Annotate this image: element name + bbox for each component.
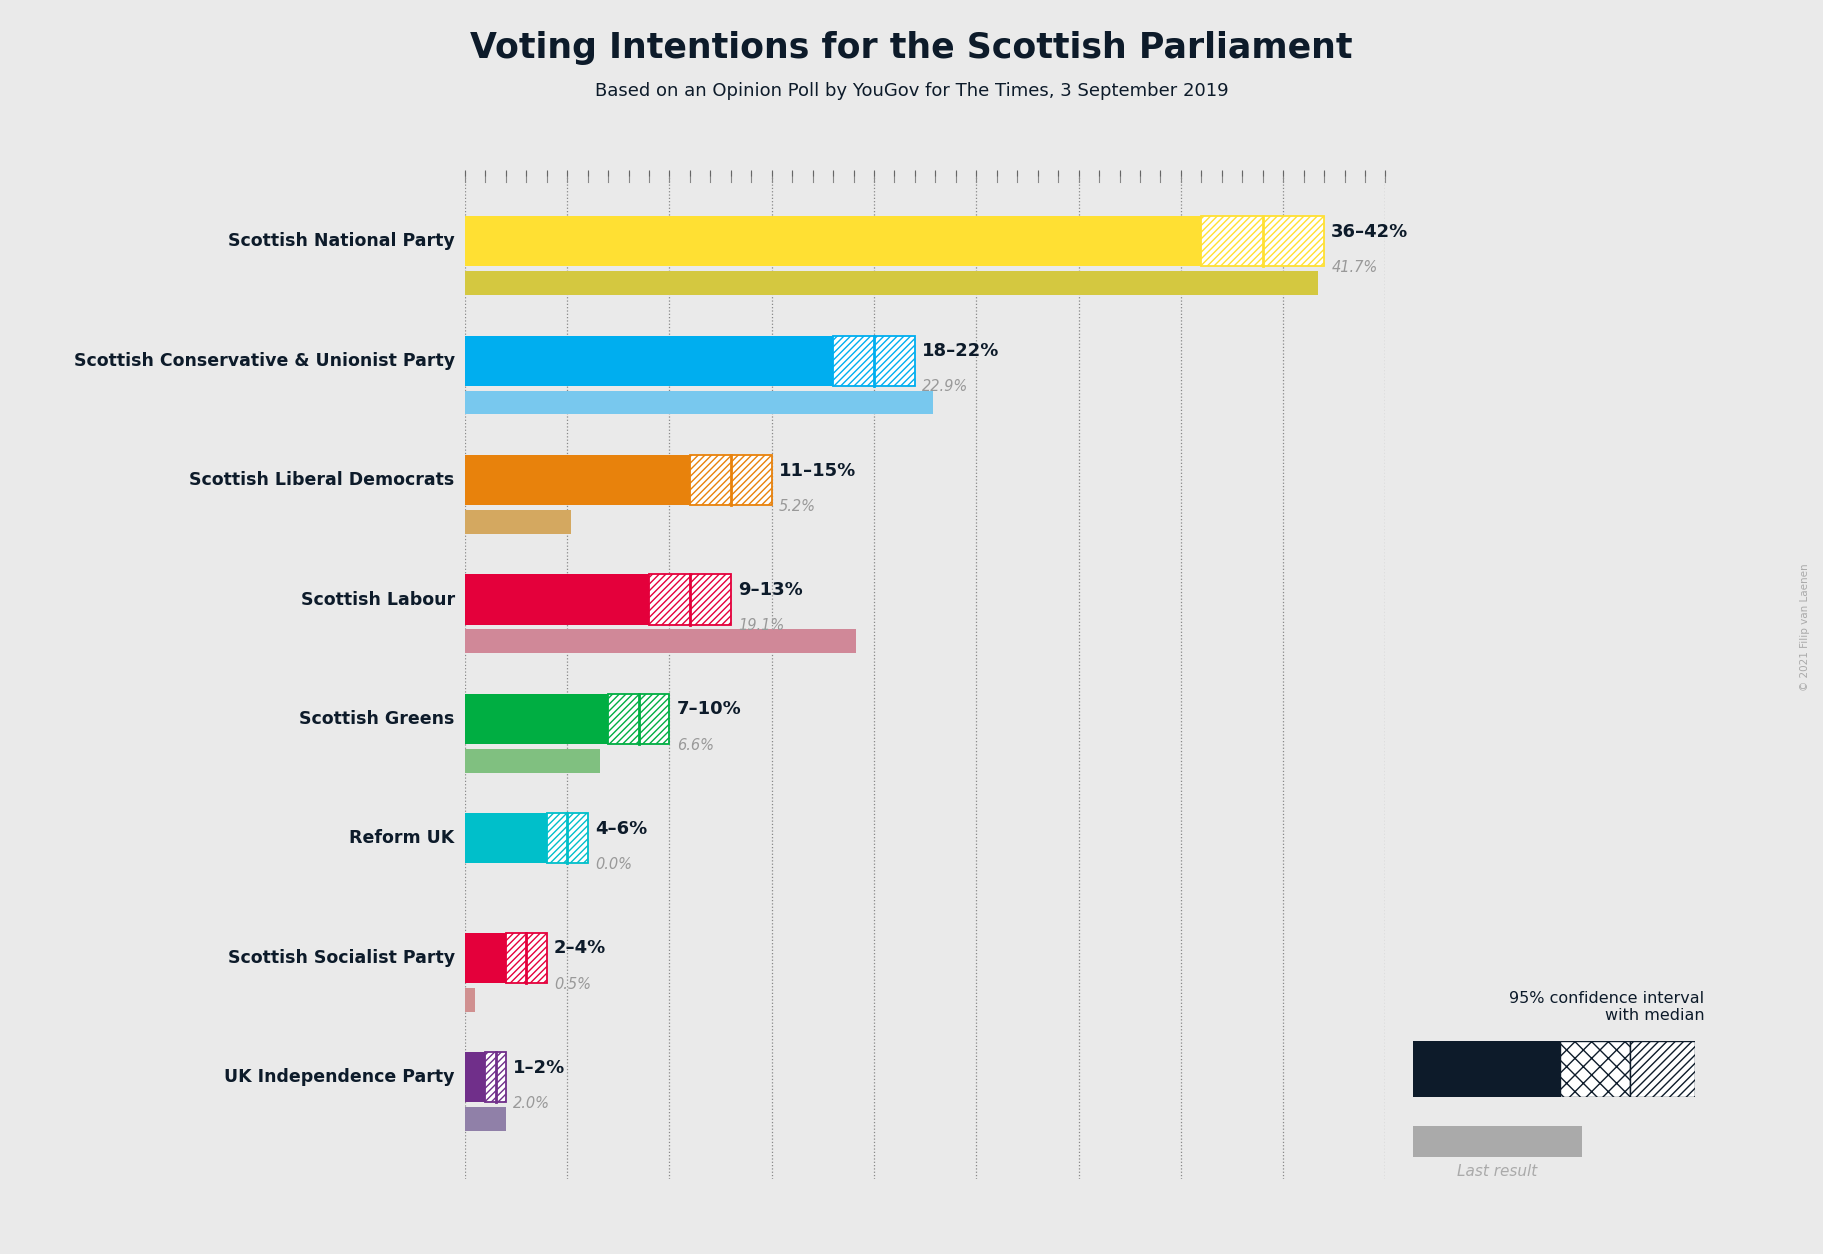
Text: Scottish Greens: Scottish Greens: [299, 710, 454, 729]
Bar: [689, 455, 771, 505]
Bar: [1201, 216, 1323, 266]
Bar: [465, 336, 833, 386]
Text: 41.7%: 41.7%: [1331, 260, 1378, 275]
Text: 5.2%: 5.2%: [778, 499, 817, 514]
Text: 22.9%: 22.9%: [922, 380, 968, 395]
Text: Last result: Last result: [1457, 1164, 1539, 1179]
Bar: [505, 933, 547, 983]
Text: 2–4%: 2–4%: [554, 939, 605, 957]
Bar: [465, 814, 547, 864]
Text: 18–22%: 18–22%: [922, 342, 999, 360]
Bar: [689, 455, 771, 505]
Bar: [649, 574, 731, 624]
Bar: [465, 390, 933, 414]
Text: UK Independence Party: UK Independence Party: [224, 1068, 454, 1086]
Bar: [485, 1052, 505, 1102]
Bar: [465, 455, 689, 505]
Bar: [547, 814, 587, 864]
Text: 7–10%: 7–10%: [676, 701, 742, 719]
Text: Based on an Opinion Poll by YouGov for The Times, 3 September 2019: Based on an Opinion Poll by YouGov for T…: [594, 82, 1229, 99]
Text: 4–6%: 4–6%: [594, 820, 647, 838]
Text: Scottish Liberal Democrats: Scottish Liberal Democrats: [190, 472, 454, 489]
Text: 95% confidence interval
with median: 95% confidence interval with median: [1509, 991, 1705, 1023]
Bar: [465, 693, 609, 744]
Bar: [1560, 1041, 1630, 1097]
Bar: [833, 336, 915, 386]
Bar: [547, 814, 587, 864]
Bar: [1413, 1041, 1560, 1097]
Text: 9–13%: 9–13%: [738, 581, 802, 599]
Bar: [465, 271, 1318, 295]
Bar: [465, 574, 649, 624]
Bar: [833, 336, 915, 386]
Text: Voting Intentions for the Scottish Parliament: Voting Intentions for the Scottish Parli…: [470, 31, 1353, 65]
Bar: [465, 1052, 485, 1102]
Text: 1–2%: 1–2%: [512, 1058, 565, 1077]
Bar: [609, 693, 669, 744]
Text: Scottish Conservative & Unionist Party: Scottish Conservative & Unionist Party: [73, 351, 454, 370]
Text: © 2021 Filip van Laenen: © 2021 Filip van Laenen: [1801, 563, 1810, 691]
Bar: [505, 933, 547, 983]
Text: 19.1%: 19.1%: [738, 618, 784, 633]
Text: 36–42%: 36–42%: [1331, 223, 1409, 241]
Text: Reform UK: Reform UK: [350, 829, 454, 848]
Bar: [465, 749, 600, 772]
Text: Scottish Socialist Party: Scottish Socialist Party: [228, 949, 454, 967]
Bar: [465, 510, 571, 534]
Bar: [1630, 1041, 1695, 1097]
Text: Scottish Labour: Scottish Labour: [301, 591, 454, 608]
Bar: [1201, 216, 1323, 266]
Text: Scottish National Party: Scottish National Party: [228, 232, 454, 251]
Bar: [465, 216, 1201, 266]
Bar: [485, 1052, 505, 1102]
Text: 6.6%: 6.6%: [676, 737, 713, 752]
Bar: [465, 933, 505, 983]
Bar: [465, 988, 476, 1012]
Text: 2.0%: 2.0%: [512, 1096, 551, 1111]
Bar: [465, 1107, 505, 1131]
Text: 11–15%: 11–15%: [778, 461, 857, 479]
Text: 0.5%: 0.5%: [554, 977, 591, 992]
Bar: [465, 630, 855, 653]
Bar: [649, 574, 731, 624]
Bar: [609, 693, 669, 744]
Text: 0.0%: 0.0%: [594, 858, 633, 873]
